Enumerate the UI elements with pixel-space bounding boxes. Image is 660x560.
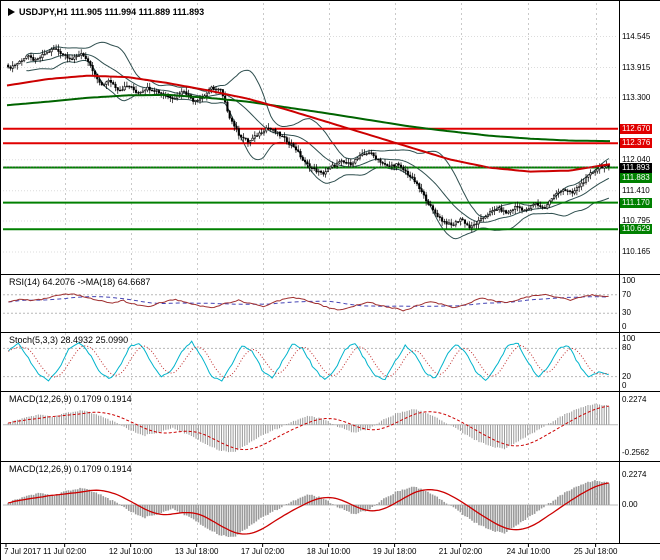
rsi-indicator-header: RSI(14) 64.2076 ->MA(18) 64.6687: [9, 277, 151, 287]
macd-indicator-header: MACD(12,26,9) 0.1709 0.1914: [9, 394, 132, 404]
chart-title-text: USDJPY,H1 111.905 111.994 111.889 111.89…: [19, 7, 205, 17]
symbol-marker-icon: [8, 8, 15, 16]
stochastic-indicator-header: Stoch(5,3,3) 28.4932 25.0990: [9, 335, 129, 345]
chart-title: USDJPY,H1 111.905 111.994 111.889 111.89…: [8, 7, 204, 17]
macd2-indicator-header: MACD(12,26,9) 0.1709 0.1914: [9, 464, 132, 474]
